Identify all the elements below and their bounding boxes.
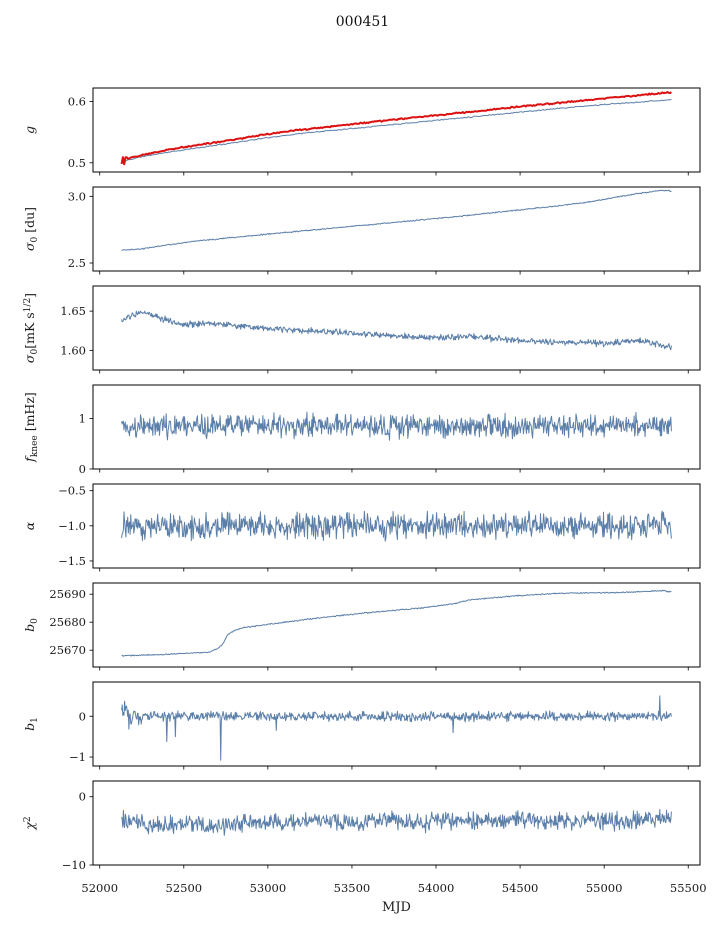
svg-text:0.6: 0.6 xyxy=(68,94,86,108)
panel-alpha-canvas: −1.5 −1.0 −0.5 α xyxy=(22,483,701,572)
svg-text:52000: 52000 xyxy=(81,881,118,895)
svg-text:g: g xyxy=(22,126,37,134)
svg-text:25680: 25680 xyxy=(49,615,86,629)
panel-sigma0-mks: 1.60 1.65 σ0[mK s1/2] xyxy=(0,284,725,374)
x-axis-label-row: MJD xyxy=(93,900,700,915)
panel-b0-canvas: 25670 25680 25690 b0 xyxy=(22,582,701,671)
svg-text:0.5: 0.5 xyxy=(68,156,86,170)
svg-text:2.5: 2.5 xyxy=(68,256,86,270)
panel-b1-canvas: −1 0 b1 xyxy=(22,681,701,770)
panel-alpha: −1.5 −1.0 −0.5 α xyxy=(0,482,725,572)
svg-text:55500: 55500 xyxy=(670,881,707,895)
svg-text:σ0 [du]: σ0 [du] xyxy=(22,207,40,251)
svg-text:−1.5: −1.5 xyxy=(58,554,86,568)
svg-text:1.65: 1.65 xyxy=(60,304,86,318)
x-axis-label: MJD xyxy=(382,900,411,915)
svg-text:53000: 53000 xyxy=(250,881,287,895)
svg-text:1: 1 xyxy=(79,411,86,425)
svg-text:54000: 54000 xyxy=(418,881,455,895)
svg-text:b0: b0 xyxy=(22,618,40,632)
svg-text:b1: b1 xyxy=(22,717,40,731)
panel-chi2-canvas: −10 0 χ2 xyxy=(22,780,701,869)
svg-text:1.60: 1.60 xyxy=(60,343,86,357)
panel-g: 0.5 0.6 g xyxy=(0,86,725,176)
svg-text:52500: 52500 xyxy=(166,881,203,895)
panel-sigma0-mks-canvas: 1.60 1.65 σ0[mK s1/2] xyxy=(22,285,701,374)
svg-text:−10: −10 xyxy=(62,858,86,869)
x-axis-tick-labels: 52000 52500 53000 53500 54000 54500 55000 55500 xyxy=(81,881,707,895)
panel-b1: −1 0 b1 xyxy=(0,680,725,770)
panel-fknee-canvas: 0 1 fknee [mHz] xyxy=(22,384,701,473)
svg-text:54500: 54500 xyxy=(502,881,539,895)
svg-text:0: 0 xyxy=(79,462,86,473)
svg-text:0: 0 xyxy=(79,790,86,804)
panel-g-canvas: 0.5 0.6 g xyxy=(22,87,701,176)
svg-text:χ2: χ2 xyxy=(22,816,37,830)
panels: 0.5 0.6 g 2.5 3.0 σ0 [du] 1.60 1.65 σ0[mK s1/2… xyxy=(0,86,725,869)
svg-text:fknee [mHz]: fknee [mHz] xyxy=(22,392,40,463)
svg-text:53500: 53500 xyxy=(334,881,371,895)
svg-text:σ0[mK s1/2]: σ0[mK s1/2] xyxy=(22,293,40,363)
svg-text:55000: 55000 xyxy=(586,881,623,895)
svg-text:α: α xyxy=(22,521,37,530)
svg-text:0: 0 xyxy=(79,709,86,723)
svg-text:−0.5: −0.5 xyxy=(58,484,86,498)
svg-text:25670: 25670 xyxy=(49,643,86,657)
panel-sigma0-du-canvas: 2.5 3.0 σ0 [du] xyxy=(22,186,701,275)
panel-sigma0-du: 2.5 3.0 σ0 [du] xyxy=(0,185,725,275)
panel-b0: 25670 25680 25690 b0 xyxy=(0,581,725,671)
svg-text:25690: 25690 xyxy=(49,587,86,601)
svg-text:−1: −1 xyxy=(69,750,86,764)
panel-fknee: 0 1 fknee [mHz] xyxy=(0,383,725,473)
svg-text:3.0: 3.0 xyxy=(68,189,86,203)
svg-text:−1.0: −1.0 xyxy=(58,519,86,533)
panel-chi2: −10 0 χ2 xyxy=(0,779,725,869)
figure-title: 000451 xyxy=(335,14,390,30)
